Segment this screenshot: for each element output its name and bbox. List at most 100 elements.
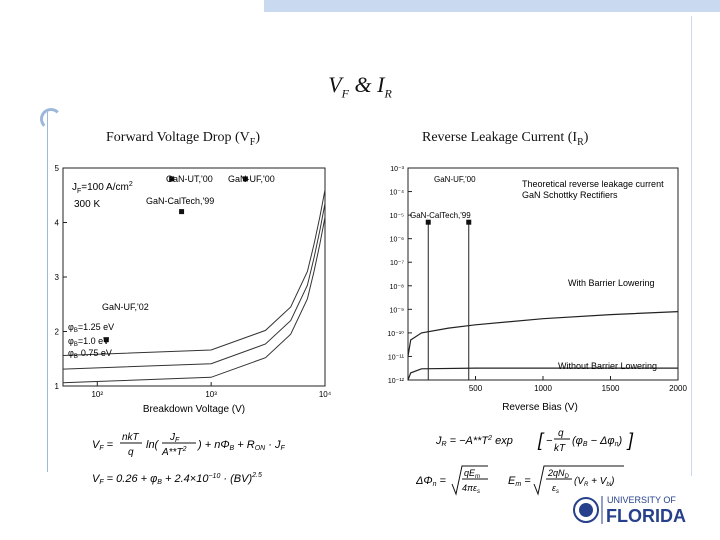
label-uf00: GaN-UF,'00 bbox=[434, 175, 476, 184]
temperature-label: 300 K bbox=[74, 199, 100, 210]
svg-text:) + nΦB + RON · JF: ) + nΦB + RON · JF bbox=[196, 439, 285, 452]
svg-text:A**T2: A**T2 bbox=[161, 446, 187, 458]
svg-text:qEm: qEm bbox=[464, 468, 480, 480]
x-tick-label: 500 bbox=[469, 384, 483, 393]
svg-text:[: [ bbox=[537, 430, 545, 450]
right-panel-title: Reverse Leakage Current (IR) bbox=[422, 130, 589, 148]
svg-text:−: − bbox=[546, 435, 553, 447]
barrier-lowering-equation: ΔΦn = qEm 4πεs Em = 2qND εs (VR + Vbi) bbox=[415, 465, 624, 496]
university-seal-icon: UNIVERSITY OF FLORIDA bbox=[573, 495, 686, 526]
y-tick-label: 10⁻⁹ bbox=[390, 307, 404, 314]
jf-legend: JF=100 A/cm2 bbox=[72, 181, 133, 195]
label-uf00: GaN-UF,'00 bbox=[228, 174, 275, 184]
x-ticks: 500 1000 1500 2000 bbox=[469, 376, 687, 393]
left-panel-title: Forward Voltage Drop (VF) bbox=[106, 130, 260, 148]
y-tick-label: 10⁻⁸ bbox=[390, 284, 404, 291]
y-tick-label: 10⁻³ bbox=[390, 166, 404, 173]
data-point bbox=[425, 219, 431, 225]
university-logo: UNIVERSITY OF FLORIDA bbox=[572, 490, 690, 530]
legend-line-1: Theoretical reverse leakage current bbox=[522, 179, 664, 189]
label-caltech99: GaN-CalTech,'99 bbox=[410, 211, 471, 220]
data-points bbox=[103, 176, 248, 343]
svg-text:2qND: 2qND bbox=[547, 468, 570, 480]
y-tick-label: 10⁻¹² bbox=[388, 378, 405, 385]
y-tick-label: 10⁻¹¹ bbox=[388, 354, 405, 361]
svg-text:]: ] bbox=[626, 430, 634, 450]
data-point bbox=[242, 176, 248, 182]
data-point bbox=[179, 209, 185, 215]
leakage-current-equation: JR = −A**T2 exp [ − q kT (φB − Δφn) ] bbox=[435, 428, 634, 454]
header-band bbox=[264, 0, 720, 12]
y-tick-label: 10⁻⁴ bbox=[390, 190, 405, 197]
logo-line-1: UNIVERSITY OF bbox=[607, 495, 676, 505]
x-ticks: 10² 10³ 10⁴ bbox=[91, 382, 332, 399]
label-with-barrier: With Barrier Lowering bbox=[568, 278, 655, 288]
svg-text:(VR + Vbi): (VR + Vbi) bbox=[574, 476, 614, 488]
svg-text:VF = 0.26 + φB + 2.4×10−10 · (: VF = 0.26 + φB + 2.4×10−10 · (BV)2.5 bbox=[92, 472, 262, 486]
svg-text:nkT: nkT bbox=[122, 432, 140, 443]
label-uf02: GaN-UF,'02 bbox=[102, 302, 149, 312]
x-tick-label: 2000 bbox=[669, 384, 687, 393]
x-tick-label: 10³ bbox=[205, 390, 217, 399]
series-line bbox=[62, 203, 326, 370]
left-equation-1: VF = nkT q ln( JF A**T2 ) + nΦB + RON · … bbox=[92, 428, 322, 465]
y-ticks: 1 2 3 4 5 bbox=[55, 164, 67, 391]
series-line bbox=[407, 311, 679, 357]
series-line bbox=[62, 217, 326, 384]
legend-line-2: GaN Schottky Rectifiers bbox=[522, 190, 618, 200]
svg-text:VF =: VF = bbox=[92, 439, 114, 452]
forward-voltage-equation: VF = nkT q ln( JF A**T2 ) + nΦB + RON · … bbox=[92, 432, 285, 458]
series-line bbox=[407, 367, 678, 381]
curves bbox=[407, 311, 679, 381]
x-tick-label: 10² bbox=[91, 390, 103, 399]
y-tick-label: 10⁻¹⁰ bbox=[387, 330, 404, 338]
svg-text:εs: εs bbox=[552, 483, 559, 495]
y-tick-label: 4 bbox=[55, 219, 60, 228]
left-equation-2: VF = 0.26 + φB + 2.4×10−10 · (BV)2.5 bbox=[92, 466, 322, 493]
svg-text:q: q bbox=[558, 428, 564, 439]
y-tick-label: 2 bbox=[55, 328, 60, 337]
y-tick-label: 10⁻⁵ bbox=[390, 213, 404, 220]
y-tick-label: 10⁻⁷ bbox=[390, 260, 404, 267]
left-rule bbox=[47, 112, 48, 472]
data-point bbox=[466, 219, 472, 225]
x-tick-label: 10⁴ bbox=[319, 390, 332, 399]
svg-text:JF: JF bbox=[169, 432, 180, 444]
svg-text:4πεs: 4πεs bbox=[462, 483, 480, 495]
y-ticks: 10⁻³ 10⁻⁴ 10⁻⁵ 10⁻⁶ 10⁻⁷ 10⁻⁸ 10⁻⁹ 10⁻¹⁰ 10⁻¹¹ 10… bbox=[387, 166, 412, 385]
series-line bbox=[62, 189, 326, 356]
slide-title: VF & IR bbox=[328, 72, 392, 101]
curve-label-3: φB 0.75 eV bbox=[68, 348, 112, 360]
x-axis-label: Reverse Bias (V) bbox=[502, 402, 578, 413]
svg-text:q: q bbox=[128, 447, 134, 458]
right-equation-1: JR = −A**T2 exp [ − q kT (φB − Δφn) ] bbox=[435, 424, 636, 461]
curve-label-2: φB=1.0 eV bbox=[68, 336, 109, 348]
y-tick-label: 10⁻⁶ bbox=[390, 237, 404, 244]
svg-text:(φB − Δφn): (φB − Δφn) bbox=[572, 435, 623, 448]
label-caltech99: GaN-CalTech,'99 bbox=[146, 196, 214, 206]
x-tick-label: 1500 bbox=[602, 384, 620, 393]
forward-voltage-empirical-equation: VF = 0.26 + φB + 2.4×10−10 · (BV)2.5 bbox=[92, 472, 262, 486]
svg-text:JR = −A**T2 exp: JR = −A**T2 exp bbox=[436, 435, 513, 448]
forward-voltage-chart: 1 2 3 4 5 10² 10³ 10⁴ JF=100 A/cm2 300 K GaN-U… bbox=[55, 164, 332, 415]
data-points bbox=[425, 219, 472, 380]
x-tick-label: 1000 bbox=[534, 384, 552, 393]
right-rule bbox=[691, 16, 692, 476]
reverse-leakage-chart: 10⁻³ 10⁻⁴ 10⁻⁵ 10⁻⁶ 10⁻⁷ 10⁻⁸ 10⁻⁹ 10⁻¹⁰ 10⁻¹¹ 10… bbox=[387, 166, 687, 413]
y-tick-label: 5 bbox=[55, 164, 60, 173]
x-axis-label: Breakdown Voltage (V) bbox=[143, 404, 245, 415]
data-point bbox=[103, 337, 109, 343]
curves bbox=[62, 189, 326, 384]
svg-text:ΔΦn =: ΔΦn = bbox=[416, 475, 447, 488]
svg-text:ln(: ln( bbox=[146, 439, 160, 451]
y-tick-label: 1 bbox=[55, 382, 60, 391]
label-without-barrier: Without Barrier Lowering bbox=[558, 361, 657, 371]
label-ut00: GaN-UT,'00 bbox=[166, 174, 213, 184]
svg-text:kT: kT bbox=[554, 443, 566, 454]
curve-label-1: φB=1.25 eV bbox=[68, 322, 114, 334]
y-tick-label: 3 bbox=[55, 273, 60, 282]
logo-line-2: FLORIDA bbox=[606, 506, 686, 526]
corner-ornament bbox=[40, 108, 62, 130]
right-equation-2: ΔΦn = qEm 4πεs Em = 2qND εs (VR + Vbi) bbox=[415, 462, 626, 505]
data-point bbox=[169, 176, 175, 182]
